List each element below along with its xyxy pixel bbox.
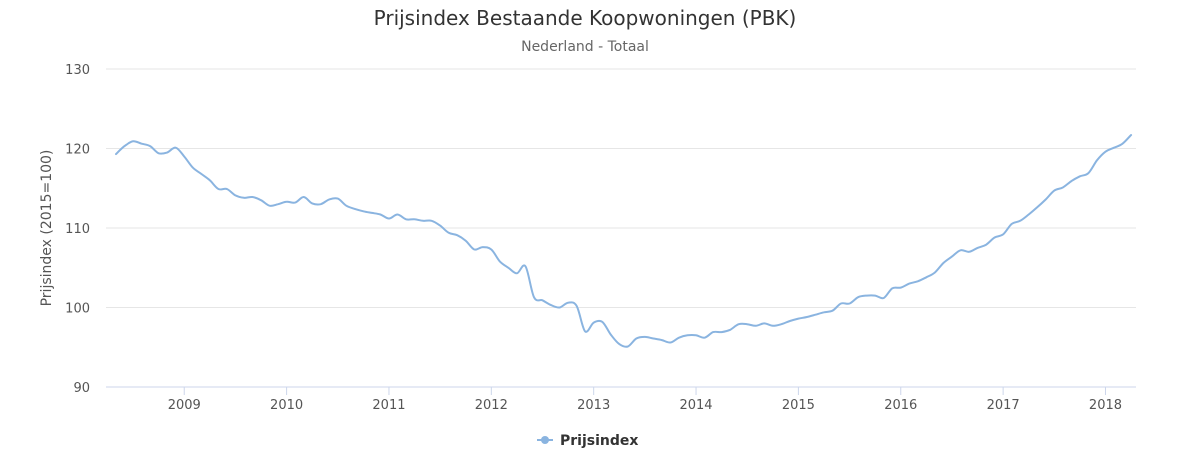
- x-tick-label: 2011: [372, 398, 405, 413]
- series-line-prijsindex[interactable]: [115, 134, 1133, 348]
- chart-subtitle: Nederland - Totaal: [521, 39, 649, 55]
- x-axis: 2009 2010 2011 2012 2013 2014 2015 2016 2017 2018: [106, 386, 1136, 413]
- legend-dot-marker: [541, 436, 549, 444]
- y-tick-label: 90: [73, 381, 90, 396]
- legend[interactable]: Prijsindex: [537, 433, 638, 449]
- x-tick-label: 2016: [884, 398, 917, 413]
- y-axis-title: Prijsindex (2015=100): [39, 150, 55, 307]
- y-tick-label: 130: [65, 63, 90, 78]
- x-tick-label: 2015: [782, 398, 815, 413]
- chart-title: Prijsindex Bestaande Koopwoningen (PBK): [374, 6, 797, 30]
- y-tick-label: 110: [65, 222, 90, 237]
- x-tick-label: 2012: [475, 398, 508, 413]
- x-tick-label: 2014: [679, 398, 712, 413]
- x-tick-label: 2018: [1089, 398, 1122, 413]
- y-tick-label: 100: [65, 302, 90, 317]
- x-tick-label: 2009: [168, 398, 201, 413]
- gridlines: [106, 68, 1136, 308]
- legend-label[interactable]: Prijsindex: [560, 433, 638, 449]
- y-tick-label: 120: [65, 143, 90, 158]
- y-axis-ticks: 90 100 110 120 130: [65, 63, 90, 396]
- x-tick-label: 2013: [577, 398, 610, 413]
- series-layer: [115, 134, 1133, 348]
- x-tick-label: 2017: [987, 398, 1020, 413]
- x-tick-label: 2010: [270, 398, 303, 413]
